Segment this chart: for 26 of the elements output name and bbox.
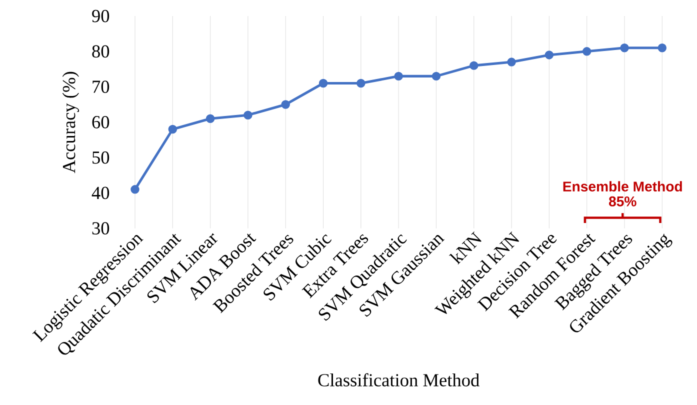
- point: [244, 110, 252, 120]
- y-tick-label: 80: [92, 45, 110, 58]
- annotation: 85%: [608, 196, 636, 207]
- annotation: Ensemble Method: [563, 181, 682, 192]
- y-tick-label: 90: [92, 10, 110, 22]
- point: [658, 44, 667, 52]
- point: [507, 58, 516, 67]
- y-tick-label: 70: [92, 80, 110, 94]
- point: [168, 125, 178, 134]
- y-tick-label: 60: [92, 116, 110, 129]
- point: [318, 79, 328, 88]
- point: [544, 50, 554, 60]
- point: [432, 72, 441, 81]
- point: [394, 72, 403, 81]
- point: [281, 100, 290, 110]
- point: [356, 79, 366, 88]
- x-axis-title: Classification Method: [318, 374, 480, 387]
- point: [620, 44, 629, 52]
- y-tick-label: 30: [92, 222, 110, 235]
- point: [206, 114, 215, 124]
- point: [470, 61, 478, 70]
- point: [582, 47, 592, 56]
- y-tick-label: 50: [92, 152, 110, 164]
- point: [130, 185, 140, 194]
- y-tick-label: 40: [92, 186, 110, 200]
- y-axis-title: Accuracy (%): [62, 72, 80, 174]
